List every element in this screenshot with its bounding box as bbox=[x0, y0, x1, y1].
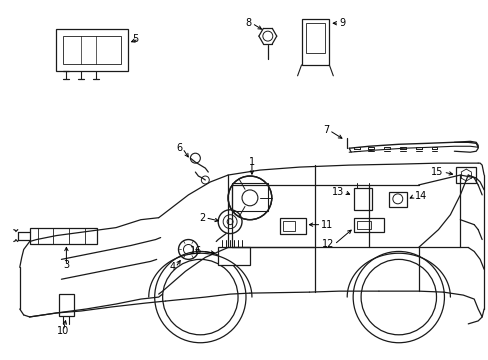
Bar bbox=[388, 192, 406, 207]
Bar bbox=[353, 188, 371, 210]
Bar bbox=[30, 228, 97, 243]
Text: 13: 13 bbox=[331, 187, 344, 197]
Bar bbox=[305, 23, 325, 53]
Bar bbox=[218, 247, 249, 265]
Text: 10: 10 bbox=[57, 326, 69, 336]
Bar bbox=[353, 218, 383, 231]
Text: 9: 9 bbox=[339, 18, 345, 28]
Bar bbox=[56, 29, 128, 71]
Text: 11: 11 bbox=[321, 220, 333, 230]
Text: 5: 5 bbox=[132, 34, 139, 44]
Text: 12: 12 bbox=[321, 239, 334, 249]
Text: 1: 1 bbox=[248, 157, 254, 167]
Text: 2: 2 bbox=[199, 213, 205, 223]
Text: 14: 14 bbox=[414, 191, 426, 201]
Bar bbox=[279, 218, 305, 234]
Text: 6: 6 bbox=[176, 143, 182, 153]
Text: 15: 15 bbox=[430, 167, 443, 177]
Bar bbox=[301, 19, 328, 65]
Text: 7: 7 bbox=[323, 125, 328, 135]
Bar bbox=[63, 36, 121, 64]
Bar bbox=[60, 294, 74, 316]
Bar bbox=[455, 167, 475, 183]
Text: 8: 8 bbox=[245, 18, 251, 28]
Text: 16: 16 bbox=[190, 247, 202, 256]
Bar bbox=[282, 221, 294, 231]
Bar bbox=[232, 183, 267, 211]
Text: 3: 3 bbox=[63, 260, 69, 270]
Text: 4: 4 bbox=[169, 262, 175, 272]
Bar bbox=[356, 221, 370, 229]
